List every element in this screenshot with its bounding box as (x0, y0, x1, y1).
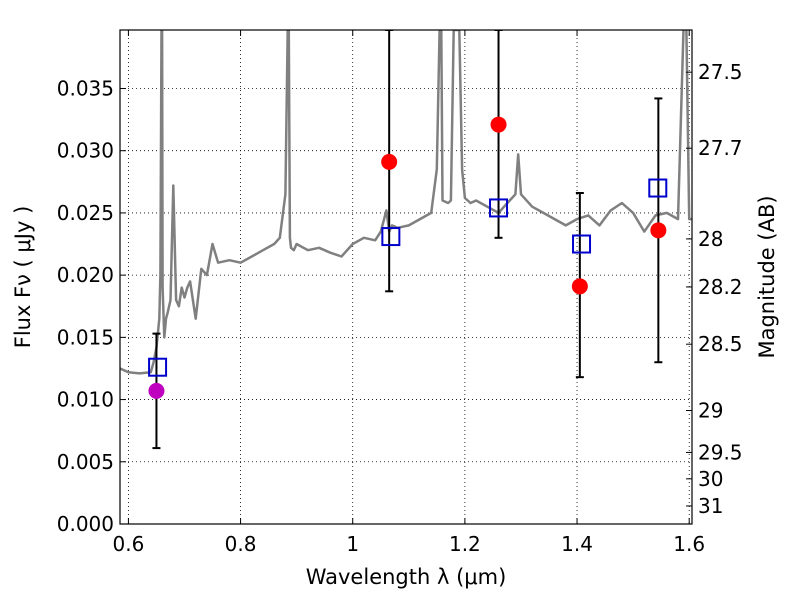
observed-point (148, 382, 165, 399)
observed-point (571, 278, 588, 295)
y-tick-label: 0.010 (57, 388, 114, 412)
y2-axis-label: Magnitude (AB) (755, 195, 779, 358)
y2-tick-label: 30 (698, 467, 723, 491)
x-tick-label: 0.8 (225, 532, 257, 556)
observed-point (381, 153, 398, 170)
y2-tick-label: 28.2 (698, 275, 743, 299)
y2-tick-label: 27.7 (698, 136, 743, 160)
spectrum-line (120, 30, 692, 375)
y2-tick-label: 27.5 (698, 60, 743, 84)
plot-frame (119, 29, 693, 525)
y-tick-label: 0.030 (57, 139, 114, 163)
y-tick-label: 0.035 (57, 76, 114, 100)
y2-tick-label: 29 (698, 399, 723, 423)
y-axis-label: Flux Fν ( μJy ) (11, 206, 35, 349)
x-tick-label: 1 (346, 532, 359, 556)
observed-point (650, 222, 667, 239)
y-tick-label: 0.025 (57, 201, 114, 225)
x-tick-label: 1.2 (449, 532, 481, 556)
model-square (572, 234, 592, 254)
axes: 0.6 0.8 1 1.2 1.4 1.6 0.000 0.005 0.010 0.015 0.02… (57, 30, 743, 556)
y-tick-label: 0.005 (57, 450, 114, 474)
x-tick-label: 0.6 (113, 532, 145, 556)
y2-tick-label: 28.5 (698, 332, 743, 356)
y2-tick-label: 31 (698, 494, 723, 518)
x-axis-label: Wavelength λ (μm) (306, 565, 507, 589)
model-square (148, 357, 168, 377)
grid-lines (120, 30, 692, 525)
y-tick-label: 0.000 (57, 512, 114, 536)
y2-tick-label: 28 (698, 227, 723, 251)
x-tick-label: 1.4 (561, 532, 593, 556)
y-tick-label: 0.020 (57, 263, 114, 287)
model-square (381, 227, 401, 247)
model-square (489, 198, 509, 218)
chart-series (120, 30, 692, 450)
y2-tick-label: 29.5 (698, 440, 743, 464)
model-square (648, 178, 668, 198)
y-tick-label: 0.015 (57, 325, 114, 349)
observed-point (490, 116, 507, 133)
x-tick-label: 1.6 (673, 532, 705, 556)
